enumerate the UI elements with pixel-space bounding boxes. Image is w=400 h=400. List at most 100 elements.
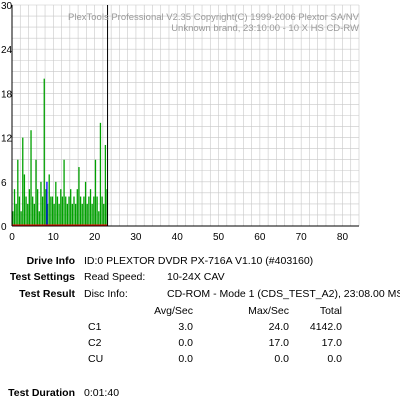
x-tick-label: 20 (89, 232, 101, 243)
x-tick-label: 10 (48, 232, 60, 243)
c1-bar (76, 189, 78, 226)
read-speed-value: 10-24X CAV (167, 271, 225, 283)
read-speed-label: Read Speed: (84, 271, 146, 283)
c1-bar (20, 211, 22, 226)
c1-bar (48, 174, 50, 226)
c1-bar (13, 189, 16, 226)
c1-bar (73, 196, 75, 226)
c1-bar (70, 189, 72, 226)
y-tick-label: 12 (1, 134, 13, 145)
c1-bar (61, 196, 64, 226)
chart-tick-labels: 0 10 20 30 40 50 60 70 80 0 6 12 18 24 30 (1, 1, 348, 243)
row-max: 17.0 (268, 337, 289, 349)
c1-bar (91, 203, 93, 226)
x-tick-label: 60 (254, 232, 266, 243)
row-name: C2 (88, 337, 102, 349)
c1-bar (17, 159, 19, 226)
c1-bar (58, 203, 60, 226)
c1-bar (86, 203, 88, 226)
c1-bar (53, 203, 55, 226)
c1-bar (60, 189, 62, 226)
row-avg: 0.0 (178, 337, 193, 349)
disc-info-value: CD-ROM - Mode 1 (CDS_TEST_A2), 23:08.00 … (167, 288, 400, 300)
c1-bar (99, 122, 102, 226)
c1-bar (12, 211, 14, 226)
watermark-line1: PlexTools Professional V2.35 Copyright(C… (68, 12, 360, 23)
row-total: 17.0 (321, 337, 342, 349)
c1-bar (51, 196, 54, 226)
c1-bar (25, 196, 27, 226)
row-name: CU (88, 353, 104, 365)
test-settings-label: Test Settings (9, 271, 75, 283)
c1-bar (32, 196, 34, 226)
c1-bar (65, 196, 67, 226)
drive-info-label: Drive Info (26, 255, 75, 267)
c1-bar (38, 211, 40, 226)
c1-bar (28, 189, 31, 226)
c1-bar (63, 159, 65, 226)
c1-bar (78, 167, 80, 226)
c1-bar (104, 144, 107, 226)
x-tick-label: 50 (213, 232, 225, 243)
test-result-label: Test Result (19, 288, 75, 300)
c1-bar (18, 196, 21, 226)
c1-bar (68, 196, 70, 226)
y-tick-label: 6 (1, 178, 7, 189)
c1-bar (45, 189, 47, 226)
c1-bar (96, 196, 98, 226)
y-tick-label: 30 (1, 1, 13, 12)
c1-bar (35, 159, 37, 226)
c1-bar (33, 203, 35, 226)
test-duration-label: Test Duration (8, 387, 75, 399)
c1-bar (103, 203, 105, 226)
row-total: 0.0 (327, 353, 342, 365)
c1-bar (89, 189, 92, 226)
c1-bar (36, 189, 39, 226)
c1-bar (15, 203, 17, 226)
c1-bar (23, 174, 26, 226)
drive-info-value: ID:0 PLEXTOR DVDR PX-716A V1.10 (#403160… (84, 255, 314, 267)
watermark-line2: Unknown brand, 23:10:00 - 10 X HS CD-RW (171, 23, 359, 34)
y-tick-label: 18 (1, 89, 13, 100)
c1-bar (84, 181, 87, 226)
row-name: C1 (88, 321, 102, 333)
header-avg: Avg/Sec (154, 305, 193, 317)
header-max: Max/Sec (248, 305, 289, 317)
row-avg: 0.0 (178, 353, 193, 365)
c1-bar (43, 78, 45, 227)
c2-bar (46, 181, 48, 226)
c1-bar (98, 211, 100, 226)
c1-bar (81, 203, 83, 226)
row-total: 4142.0 (309, 321, 342, 333)
c1-bar (41, 196, 44, 226)
c1-bar (94, 159, 97, 226)
c1-bar (83, 196, 85, 226)
error-rate-chart: 0 10 20 30 40 50 60 70 80 0 6 12 18 24 30 PlexTools Pr… (1, 1, 360, 243)
c1-bar (27, 203, 29, 226)
c1-bar (22, 137, 24, 226)
x-tick-label: 70 (296, 232, 308, 243)
chart-grid (11, 4, 360, 227)
x-tick-label: 80 (337, 232, 349, 243)
y-tick-label: 24 (1, 45, 13, 56)
c1-bar (101, 196, 103, 226)
disc-info-label: Disc Info: (84, 288, 128, 300)
row-max: 0.0 (274, 353, 289, 365)
c1-bar (88, 196, 90, 226)
header-total: Total (319, 305, 342, 317)
c1-bar (66, 203, 69, 226)
c1-bar (50, 196, 52, 226)
c1-bar (106, 189, 108, 226)
c1-bar (30, 130, 32, 226)
y-tick-label: 0 (1, 222, 7, 233)
chart-bars (12, 5, 109, 227)
c1-bar (55, 181, 57, 226)
c1-bar (93, 196, 95, 226)
c1-bar (40, 181, 42, 226)
row-max: 24.0 (268, 321, 289, 333)
c1-bar (56, 196, 59, 226)
x-tick-label: 0 (9, 232, 15, 243)
row-avg: 3.0 (178, 321, 193, 333)
c1-bar (74, 203, 77, 226)
x-tick-label: 30 (130, 232, 142, 243)
